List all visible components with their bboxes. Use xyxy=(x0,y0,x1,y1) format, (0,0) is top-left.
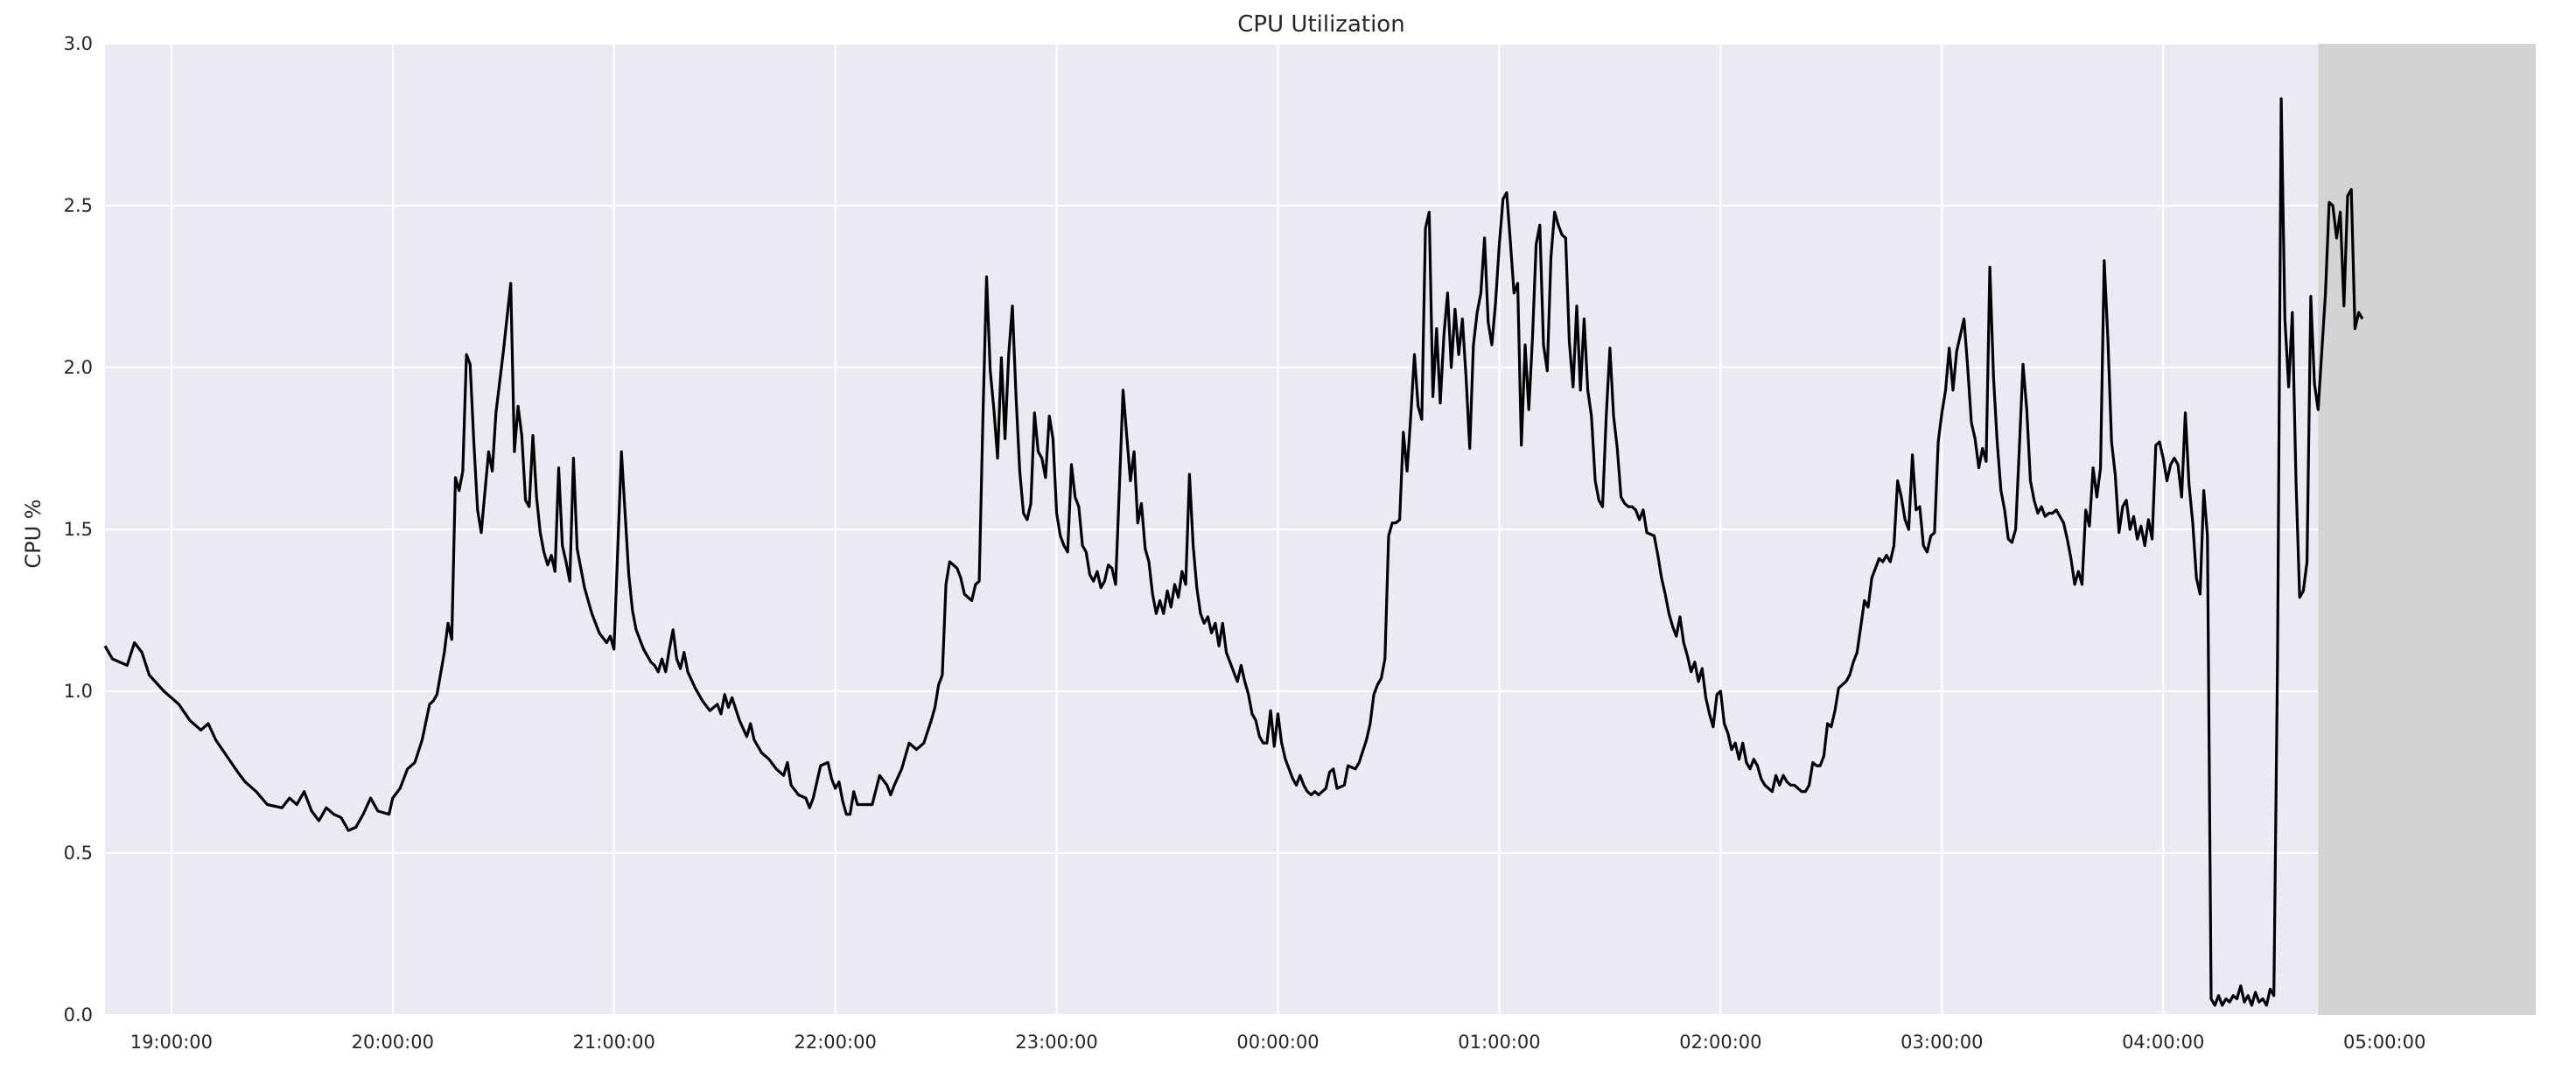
x-tick-label: 21:00:00 xyxy=(573,1032,655,1053)
x-tick-label: 19:00:00 xyxy=(130,1032,213,1053)
x-tick-label: 05:00:00 xyxy=(2343,1032,2426,1053)
series-line xyxy=(103,97,2364,1007)
grid-lines xyxy=(105,43,2319,1016)
x-tick-label: 03:00:00 xyxy=(1900,1032,1983,1053)
y-axis-label: CPU % xyxy=(21,499,46,568)
x-tick-label: 02:00:00 xyxy=(1679,1032,1761,1053)
x-axis-ticks: 19:00:00 20:00:00 21:00:00 22:00:00 23:00:00… xyxy=(130,1032,2426,1053)
y-tick-label: 2.5 xyxy=(64,195,93,216)
x-tick-label: 22:00:00 xyxy=(794,1032,877,1053)
y-tick-label: 1.5 xyxy=(64,519,93,540)
y-tick-label: 0.0 xyxy=(64,1004,93,1026)
cpu-series xyxy=(103,97,2364,1007)
y-tick-label: 0.5 xyxy=(64,843,93,864)
chart-title: CPU Utilization xyxy=(1237,11,1404,38)
x-tick-label: 20:00:00 xyxy=(352,1032,434,1053)
x-tick-label: 00:00:00 xyxy=(1236,1032,1319,1053)
highlight-band xyxy=(2318,44,2536,1015)
x-tick-label: 01:00:00 xyxy=(1458,1032,1540,1053)
y-tick-label: 3.0 xyxy=(64,33,93,54)
x-tick-label: 23:00:00 xyxy=(1015,1032,1097,1053)
highlight-region xyxy=(2318,44,2536,1015)
x-tick-label: 04:00:00 xyxy=(2122,1032,2204,1053)
y-tick-label: 1.0 xyxy=(64,681,93,702)
y-tick-label: 2.0 xyxy=(64,357,93,378)
y-axis-ticks: 0.0 0.5 1.0 1.5 2.0 2.5 3.0 xyxy=(64,33,93,1026)
